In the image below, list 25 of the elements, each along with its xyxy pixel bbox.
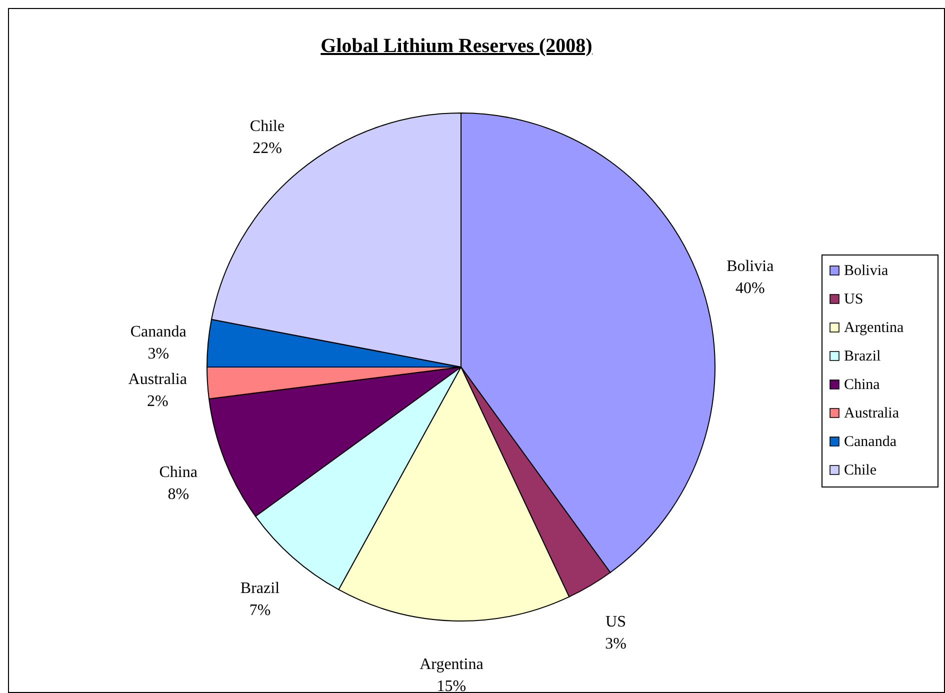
slice-label: Bolivia: [726, 258, 774, 276]
legend-label: Bolivia: [844, 263, 889, 279]
data-label: 22%: [252, 140, 282, 157]
data-label: 3%: [605, 636, 626, 653]
data-label: 7%: [249, 602, 271, 620]
data-label: 40%: [735, 280, 765, 298]
chart-title: Global Lithium Reserves (2008): [320, 35, 592, 57]
data-label: 15%: [436, 678, 466, 693]
legend-label: Argentina: [844, 320, 904, 336]
legend-label: Australia: [844, 406, 900, 422]
slice-label: Brazil: [240, 580, 280, 598]
legend-label: Cananda: [844, 434, 897, 450]
slice-label: Chile: [250, 118, 285, 135]
data-label: 2%: [146, 393, 168, 410]
data-label: 8%: [168, 486, 190, 503]
slice-label: Australia: [128, 371, 187, 388]
slice-label: Cananda: [130, 323, 186, 340]
data-label: 3%: [148, 345, 170, 362]
legend-label: US: [844, 292, 864, 308]
legend-label: China: [844, 377, 880, 393]
legend-label: Chile: [844, 462, 877, 478]
legend-label: Brazil: [844, 348, 881, 364]
slice-label: China: [159, 464, 198, 481]
slice-label: Argentina: [420, 656, 484, 673]
slice-label: US: [606, 614, 626, 631]
